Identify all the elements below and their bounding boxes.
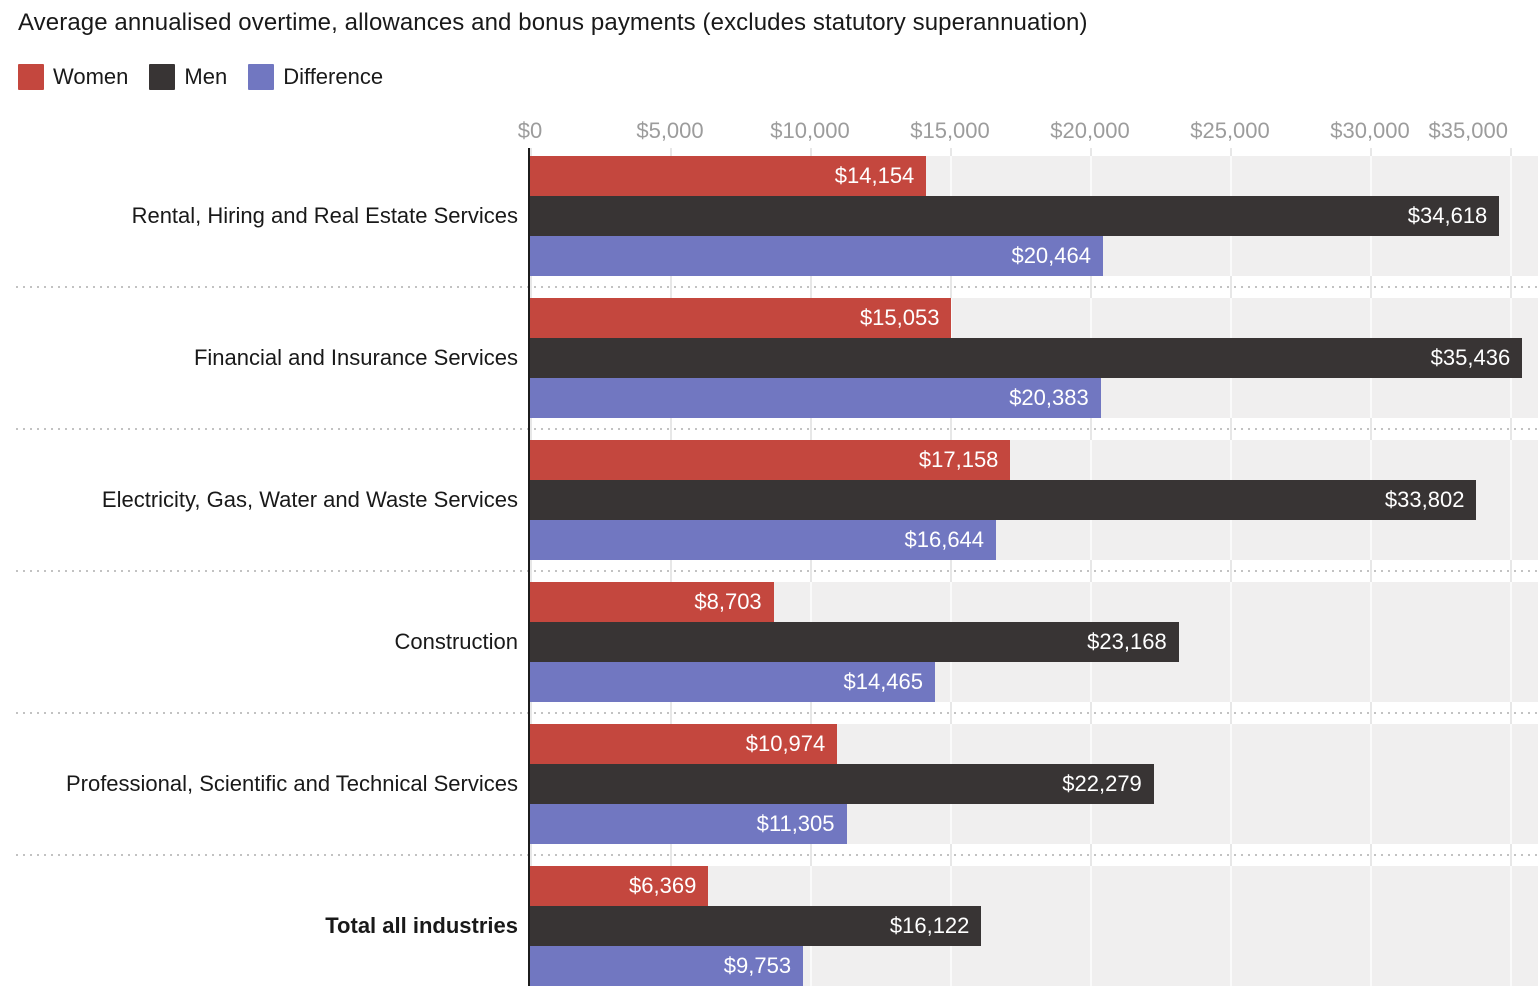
group-band: $6,369 $16,122 $9,753 [530,866,1538,986]
group-separator-dotted-line [16,428,1538,430]
bar-difference: $11,305 [530,804,847,844]
legend-label-women: Women [53,64,129,89]
bar-value-label: $17,158 [918,447,999,472]
bar-women: $15,053 [530,298,952,338]
category-label: Professional, Scientific and Technical S… [65,770,518,796]
group-separator-dotted-line [16,854,1538,856]
bar-difference: $16,644 [530,520,997,560]
legend-swatch-difference [248,64,275,90]
group-band: $10,974 $22,279 $11,305 [530,724,1538,844]
bar-value-label: $6,369 [629,873,697,898]
x-axis-tick-label: $30,000 [1330,118,1410,143]
bar-women: $17,158 [530,440,1011,480]
legend-swatch-women [18,64,44,90]
bar-value-label: $34,618 [1407,203,1488,228]
group-band: $15,053 $35,436 $20,383 [530,298,1538,418]
x-axis-tick-label: $10,000 [770,118,850,143]
bar-difference: $14,465 [530,662,936,702]
group-separator-dotted-line [16,570,1538,572]
legend-label-men: Men [184,64,228,89]
chart-title: Average annualised overtime, allowances … [18,9,1088,36]
category-label: Total all industries [325,912,518,938]
bar-men: $16,122 [530,906,982,946]
x-axis-tick-label: $0 [517,118,543,143]
category-label: Construction [394,628,518,654]
x-axis-tick-label: $25,000 [1190,118,1270,143]
bar-men: $33,802 [530,480,1477,520]
legend-label-difference: Difference [283,64,384,89]
legend-item-women: Women [18,64,128,90]
x-axis-tick-label: $15,000 [910,118,990,143]
bar-value-label: $35,436 [1430,345,1511,370]
bar-value-label: $14,154 [834,163,915,188]
bar-value-label: $22,279 [1062,771,1142,796]
x-axis: $0 $5,000 $10,000 $15,000 $20,000 $25,000 $30,… [0,116,1538,146]
bar-difference: $9,753 [530,946,804,986]
y-axis-line [528,148,530,986]
bar-men: $22,279 [530,764,1154,804]
legend: Women Men Difference [18,64,383,90]
bar-difference: $20,464 [530,236,1103,276]
bar-difference: $20,383 [530,378,1101,418]
legend-swatch-men [149,64,176,90]
bar-value-label: $15,053 [859,305,940,330]
category-label: Rental, Hiring and Real Estate Services [131,202,518,228]
bar-value-label: $14,465 [843,669,924,694]
x-axis-tick-label: $5,000 [636,118,704,143]
bar-value-label: $9,753 [723,953,792,978]
bar-value-label: $16,122 [889,913,970,938]
bar-value-label: $10,974 [745,731,826,756]
bar-men: $34,618 [530,196,1500,236]
legend-item-men: Men [149,64,227,90]
group-separator-dotted-line [16,712,1538,714]
category-label: Financial and Insurance Services [193,344,518,370]
bar-value-label: $8,703 [694,589,762,614]
bar-women: $10,974 [530,724,838,764]
category-label: Electricity, Gas, Water and Waste Servic… [101,486,518,512]
x-axis-tick-label: $20,000 [1050,118,1130,143]
bar-men: $35,436 [530,338,1523,378]
legend-item-difference: Difference [248,64,383,90]
bar-value-label: $33,802 [1384,487,1465,512]
bar-value-label: $11,305 [756,811,835,836]
group-band: $17,158 $33,802 $16,644 [530,440,1538,560]
bar-men: $23,168 [530,622,1179,662]
bar-women: $6,369 [530,866,709,906]
bar-value-label: $16,644 [904,527,985,552]
bar-women: $8,703 [530,582,774,622]
group-band: $14,154 $34,618 $20,464 [530,156,1538,276]
bar-women: $14,154 [530,156,927,196]
bar-value-label: $20,383 [1009,385,1089,410]
x-axis-tick-label: $35,000 [1428,118,1508,143]
group-band: $8,703 $23,168 $14,465 [530,582,1538,702]
bar-value-label: $20,464 [1011,243,1091,268]
group-separator-dotted-line [16,286,1538,288]
bar-value-label: $23,168 [1087,629,1167,654]
